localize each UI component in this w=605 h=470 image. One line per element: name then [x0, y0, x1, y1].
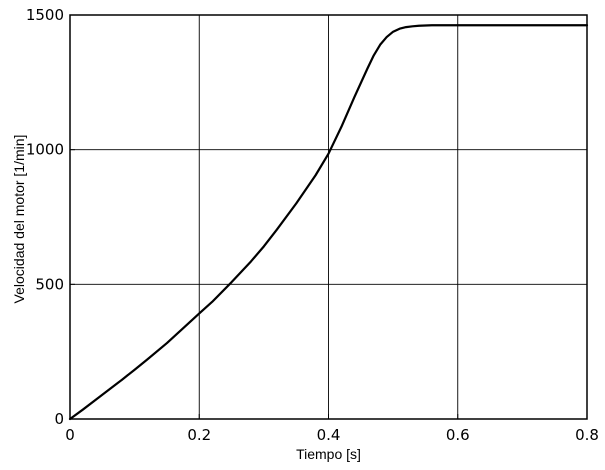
- x-tick-label-2: 0.4: [317, 426, 341, 444]
- x-axis-label: Tiempo [s]: [296, 446, 361, 462]
- y-tick-label-1: 500: [35, 275, 64, 293]
- series: [68, 24, 589, 421]
- y-tick-label-2: 1000: [26, 141, 64, 159]
- y-axis-label: Velocidad del motor [1/min]: [11, 135, 27, 304]
- series-line-0: [68, 24, 589, 421]
- x-tick-label-3: 0.6: [446, 426, 470, 444]
- x-tick-label-0: 0: [65, 426, 75, 444]
- y-tick-label-0: 0: [54, 410, 64, 428]
- grid: [70, 15, 587, 419]
- ticks: 0 0.2 0.4 0.6 0.8 0 500 1000 1500: [26, 6, 599, 444]
- x-tick-label-4: 0.8: [575, 426, 599, 444]
- y-tick-label-3: 1500: [26, 6, 64, 24]
- x-tick-label-1: 0.2: [187, 426, 211, 444]
